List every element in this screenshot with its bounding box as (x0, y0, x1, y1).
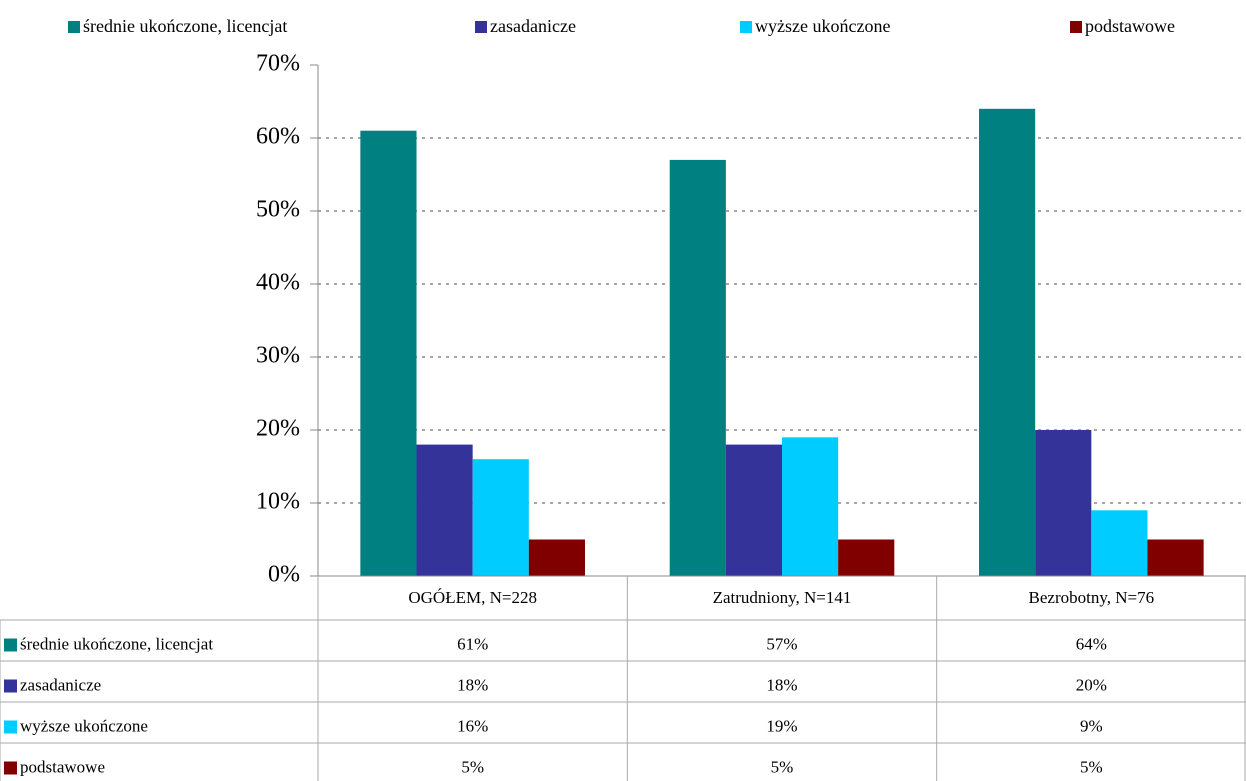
table-value: 61% (457, 634, 488, 653)
row-label: wyższe ukończone (20, 716, 148, 735)
y-tick-label: 50% (256, 197, 300, 223)
table-value: 64% (1076, 634, 1107, 653)
x-tick-label: Zatrudniony, N=141 (713, 588, 852, 607)
y-tick-label: 30% (256, 343, 300, 369)
table-value: 57% (766, 634, 797, 653)
bar (416, 444, 473, 576)
table-value: 16% (457, 716, 488, 735)
legend-label: podstawowe (1085, 16, 1175, 36)
row-label: średnie ukończone, licencjat (20, 634, 213, 653)
x-tick-label: Bezrobotny, N=76 (1029, 588, 1155, 607)
table-value: 19% (766, 716, 797, 735)
x-tick-label: OGÓŁEM, N=228 (408, 588, 537, 607)
legend-swatch (4, 720, 17, 734)
table-value: 5% (461, 757, 484, 776)
legend-label: wyższe ukończone (755, 16, 890, 36)
y-tick-label: 40% (256, 270, 300, 296)
bar (725, 444, 782, 576)
y-tick-label: 70% (256, 51, 300, 77)
legend-swatch (68, 21, 80, 33)
bar (669, 159, 726, 576)
row-label: podstawowe (20, 757, 105, 776)
y-tick-label: 20% (256, 416, 300, 442)
table-value: 5% (1080, 757, 1103, 776)
bar (979, 108, 1036, 577)
y-tick-label: 0% (268, 562, 300, 588)
legend-label: zasadanicze (490, 16, 576, 36)
bar (472, 459, 529, 576)
bar (360, 130, 417, 576)
legend-swatch (1070, 21, 1082, 33)
bar (1147, 539, 1204, 576)
row-label: zasadanicze (20, 675, 101, 694)
y-tick-label: 60% (256, 124, 300, 150)
bar (838, 539, 895, 576)
table-value: 20% (1076, 675, 1107, 694)
legend-swatch (4, 638, 17, 652)
legend-swatch (740, 21, 752, 33)
bar (528, 539, 585, 576)
y-tick-label: 10% (256, 489, 300, 515)
legend-label: średnie ukończone, licencjat (83, 16, 287, 36)
bar (782, 437, 839, 576)
table-value: 18% (457, 675, 488, 694)
table-value: 9% (1080, 716, 1103, 735)
legend-swatch (4, 761, 17, 775)
legend-swatch (475, 21, 487, 33)
bar (1091, 510, 1148, 576)
table-value: 18% (766, 675, 797, 694)
table-value: 5% (771, 757, 794, 776)
legend-swatch (4, 679, 17, 693)
bar (1035, 430, 1092, 576)
